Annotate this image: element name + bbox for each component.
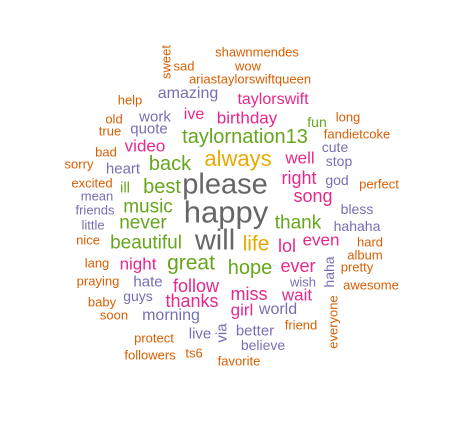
word-album: album <box>347 247 383 263</box>
word-best: best <box>143 176 181 198</box>
word-wish: wish <box>289 274 317 290</box>
word-hope: hope <box>227 257 273 279</box>
word-live: live <box>188 325 212 343</box>
word-cute: cute <box>321 139 349 155</box>
word-sweet: sweet <box>158 45 174 79</box>
word-work: work <box>139 108 171 126</box>
word-shawnmendes: shawnmendes <box>215 44 299 60</box>
word-mean: mean <box>80 188 114 204</box>
word-better: better <box>235 322 275 340</box>
word-great: great <box>167 251 215 275</box>
word-praying: praying <box>76 273 120 289</box>
word-fun: fun <box>307 114 327 130</box>
word-video: video <box>124 136 166 156</box>
word-happy: happy <box>183 194 269 230</box>
word-awesome: awesome <box>343 277 399 293</box>
word-guys: guys <box>123 288 153 304</box>
word-favorite: favorite <box>217 353 261 369</box>
word-help: help <box>117 92 143 108</box>
word-music: music <box>123 196 173 218</box>
word-life: life <box>242 232 270 256</box>
word-song: song <box>293 186 333 206</box>
word-will: will <box>194 224 236 257</box>
word-quote: quote <box>130 120 168 138</box>
word-girl: girl <box>230 300 254 320</box>
word-taylornation13: taylornation13 <box>182 126 308 148</box>
word-heart: heart <box>105 160 141 178</box>
word-thanks: thanks <box>165 291 219 311</box>
word-ever: ever <box>280 256 316 276</box>
word-true: true <box>98 123 122 139</box>
word-via: via <box>213 323 231 343</box>
word-friend: friend <box>284 317 318 333</box>
word-night: night <box>119 254 157 274</box>
word-sad: sad <box>173 58 195 74</box>
word-world: world <box>258 301 298 318</box>
word-everyone: everyone <box>325 295 341 349</box>
word-perfect: perfect <box>359 176 399 192</box>
word-birthday: birthday <box>216 108 278 128</box>
word-ts6: ts6 <box>185 345 203 361</box>
word-miss: miss <box>230 284 268 304</box>
word-pretty: pretty <box>340 259 374 275</box>
word-lol: lol <box>277 236 297 256</box>
word-soon: soon <box>99 307 129 323</box>
word-baby: baby <box>87 294 117 310</box>
word-nice: nice <box>76 232 100 248</box>
word-friends: friends <box>75 202 115 218</box>
word-thank: thank <box>274 212 322 234</box>
word-wait: wait <box>281 285 313 305</box>
word-long: long <box>335 109 361 125</box>
word-please: please <box>182 168 268 201</box>
word-god: god <box>325 172 349 188</box>
word-fandietcoke: fandietcoke <box>323 126 391 142</box>
word-hard: hard <box>356 234 384 250</box>
word-beautiful: beautiful <box>110 232 182 254</box>
word-taylorswift: taylorswift <box>237 91 309 108</box>
word-right: right <box>281 168 317 188</box>
word-hahaha: hahaha <box>333 218 381 234</box>
word-even: even <box>302 230 340 250</box>
word-always: always <box>204 146 272 171</box>
word-sorry: sorry <box>64 156 94 172</box>
word-ariastaylorswiftqueen: ariastaylorswiftqueen <box>188 71 312 87</box>
word-little: little <box>81 217 105 233</box>
word-stop: stop <box>325 153 353 169</box>
word-ive: ive <box>183 106 205 123</box>
word-protect: protect <box>134 330 174 346</box>
word-haha: haha <box>321 256 337 288</box>
word-well: well <box>285 148 315 168</box>
word-old: old <box>105 111 123 127</box>
word-morning: morning <box>142 307 200 324</box>
word-follow: follow <box>172 276 220 296</box>
word-ill: ill <box>120 179 130 197</box>
word-back: back <box>148 153 192 175</box>
word-amazing: amazing <box>157 85 219 102</box>
word-followers: followers <box>124 347 176 363</box>
word-believe: believe <box>240 337 286 353</box>
word-lang: lang <box>84 255 110 271</box>
word-excited: excited <box>71 175 113 191</box>
word-wow: wow <box>234 58 262 74</box>
word-never: never <box>119 212 167 234</box>
word-bless: bless <box>340 201 374 217</box>
word-hate: hate <box>133 273 163 291</box>
word-bad: bad <box>95 144 117 160</box>
